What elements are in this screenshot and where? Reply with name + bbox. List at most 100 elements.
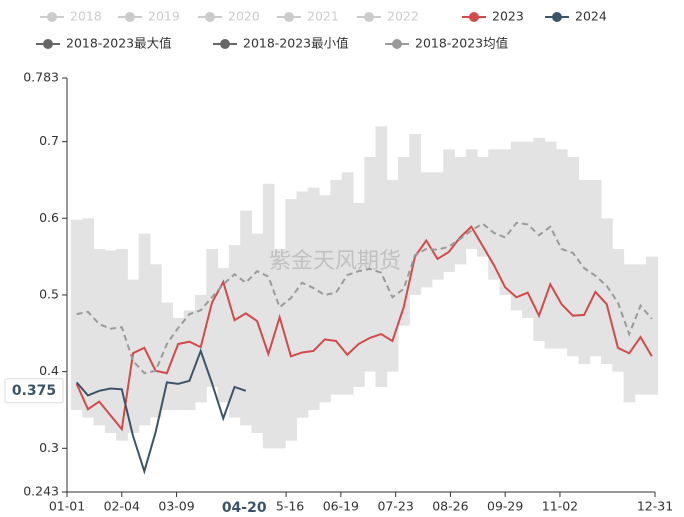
range-band [296, 191, 309, 418]
range-band [330, 179, 343, 395]
range-band [82, 218, 95, 418]
legend-item[interactable]: 2018-2023均值 [385, 36, 508, 51]
legend-item[interactable]: 2018-2023最小值 [213, 36, 349, 51]
range-band [567, 156, 579, 357]
x-tick-label: 02-04 [104, 499, 140, 514]
range-band [93, 248, 106, 426]
range-band [228, 245, 241, 418]
legend-icon-dot [43, 39, 53, 49]
range-band [386, 179, 399, 372]
legend-label: 2018-2023均值 [415, 36, 508, 51]
y-tick-label: 0.243 [23, 484, 59, 499]
range-band [601, 218, 613, 364]
legend-label: 2024 [575, 9, 607, 24]
range-band [240, 210, 252, 426]
pointer-y-label: 0.375 [12, 383, 56, 399]
range-band [488, 149, 501, 280]
range-band [398, 156, 410, 326]
watermark: 紫金天风期货 [269, 249, 401, 274]
series-line [75, 225, 653, 432]
legend-item[interactable]: 2020 [198, 9, 260, 24]
range-band [431, 172, 444, 280]
x-tick-label: 07-23 [377, 499, 413, 514]
range-band [262, 183, 275, 449]
legend-label: 2020 [228, 9, 260, 24]
y-tick-label: 0.3 [39, 440, 59, 455]
pointer-x-box [214, 495, 277, 517]
range-band [454, 156, 467, 265]
range-band [206, 248, 219, 387]
legend-icon-dot [220, 39, 230, 49]
range-band [161, 302, 174, 410]
x-tick-label: 11-02 [542, 499, 578, 514]
range-band [634, 264, 647, 395]
y-tick-label: 0.4 [39, 363, 59, 378]
range-band [510, 141, 523, 311]
range-band [646, 256, 658, 395]
range-band [476, 156, 489, 257]
legend-icon-dot [205, 12, 215, 22]
legend-item[interactable]: 2021 [277, 9, 339, 24]
range-band [172, 317, 185, 410]
range-band [533, 137, 546, 341]
x-tick-label: 09-29 [487, 499, 523, 514]
range-band [352, 202, 365, 387]
y-tick-label: 0.5 [39, 286, 59, 301]
range-band [522, 141, 534, 318]
range-band [251, 233, 264, 433]
range-band [116, 248, 128, 441]
range-band [341, 172, 354, 395]
legend-item[interactable]: 2022 [357, 9, 419, 24]
range-band [285, 199, 298, 441]
legend-label: 2023 [492, 9, 524, 24]
legend-label: 2018-2023最小值 [243, 36, 349, 51]
legend-label: 2018-2023最大值 [66, 36, 172, 51]
legend-item[interactable]: 2019 [118, 9, 180, 24]
legend-icon-dot [364, 12, 374, 22]
x-tick-label: 08-26 [432, 499, 468, 514]
legend-icon-dot [392, 39, 402, 49]
legend-label: 2018 [70, 9, 102, 24]
range-band [364, 156, 376, 372]
legend-label: 2019 [148, 9, 180, 24]
range-band [183, 310, 196, 410]
range-band [465, 149, 478, 249]
x-tick-label: 05-16 [268, 499, 304, 514]
range-band [307, 187, 320, 410]
x-tick-label: 01-01 [49, 499, 85, 514]
pointer-x-label: 04-20 [222, 500, 267, 516]
legend-label: 2021 [307, 9, 339, 24]
range-band [420, 172, 433, 288]
x-tick-label: 06-19 [323, 499, 359, 514]
range-band [409, 133, 422, 295]
range-band [217, 268, 230, 403]
plot [71, 126, 658, 475]
legend-label: 2022 [387, 9, 419, 24]
legend-icon-dot [469, 12, 479, 22]
range-band [612, 248, 625, 372]
legend-icon-dot [47, 12, 57, 22]
y-tick-label: 0.783 [23, 70, 59, 85]
range-band [375, 126, 388, 387]
range-band [104, 250, 117, 433]
series-line [75, 348, 247, 475]
series-line [76, 221, 653, 375]
legend-icon-dot [125, 12, 135, 22]
legend-icon-dot [552, 12, 562, 22]
legend-icon-dot [284, 12, 294, 22]
x-tick-label: 03-09 [158, 499, 194, 514]
legend-item[interactable]: 2024 [545, 9, 607, 24]
legend-item[interactable]: 2018 [40, 9, 102, 24]
x-tick-label: 12-31 [637, 499, 673, 514]
pointer-y-box [4, 378, 64, 404]
range-band [319, 195, 331, 403]
range-band [443, 149, 455, 272]
legend-item[interactable]: 2023 [462, 9, 524, 24]
range-band [138, 233, 151, 426]
range-band [578, 179, 591, 364]
range-band [499, 149, 512, 295]
range-band [274, 248, 286, 449]
legend-item[interactable]: 2018-2023最大值 [36, 36, 172, 51]
